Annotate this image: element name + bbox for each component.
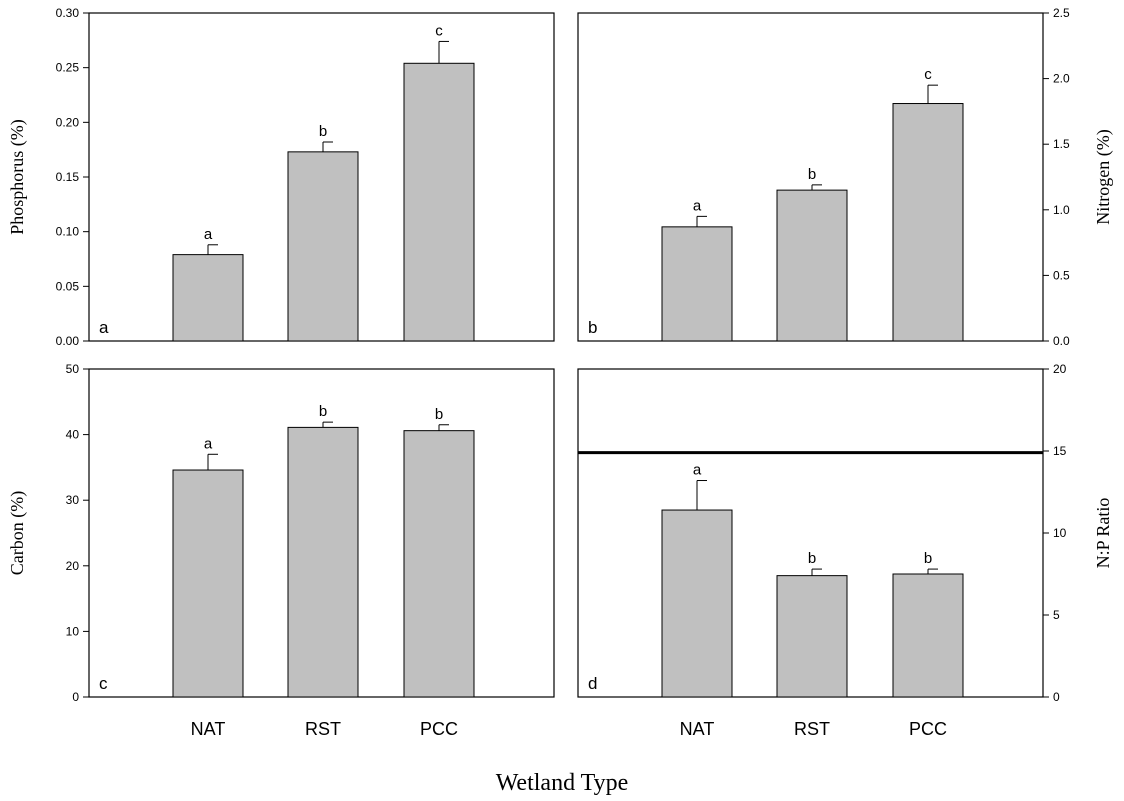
y-tick-label: 40 <box>66 428 80 442</box>
bar-pcc <box>892 573 964 698</box>
y-axis-title: Carbon (%) <box>7 491 28 575</box>
y-tick-label: 20 <box>66 559 80 573</box>
significance-label: a <box>204 226 213 243</box>
significance-label: b <box>808 166 816 183</box>
significance-label: c <box>924 66 932 83</box>
significance-label: a <box>693 197 702 214</box>
y-tick-label: 2.5 <box>1053 6 1070 20</box>
bar-nat <box>172 469 244 698</box>
significance-label: b <box>435 406 443 423</box>
significance-label: b <box>808 550 816 567</box>
y-tick-label: 0 <box>72 690 79 704</box>
y-axis-title: Phosphorus (%) <box>7 119 28 235</box>
y-tick-label: 50 <box>66 362 80 376</box>
x-tick-label: NAT <box>680 719 715 739</box>
y-tick-label: 0.30 <box>56 6 80 20</box>
significance-label: b <box>924 550 932 567</box>
x-tick-label: NAT <box>191 719 226 739</box>
y-tick-label: 2.0 <box>1053 72 1070 86</box>
significance-label: b <box>319 403 327 420</box>
panel-letter: c <box>99 674 108 693</box>
bar-pcc <box>403 62 475 342</box>
panel-letter: b <box>588 318 597 337</box>
y-tick-label: 10 <box>1053 526 1067 540</box>
significance-label: c <box>435 22 443 39</box>
y-tick-label: 0.5 <box>1053 268 1070 282</box>
significance-label: b <box>319 123 327 140</box>
y-tick-label: 0.25 <box>56 61 80 75</box>
panel-letter: d <box>588 674 597 693</box>
bar-pcc <box>892 103 964 342</box>
bar-rst <box>287 151 359 342</box>
y-tick-label: 0.10 <box>56 225 80 239</box>
y-tick-label: 15 <box>1053 444 1067 458</box>
figure-x-axis-title: Wetland Type <box>496 770 629 796</box>
y-tick-label: 1.5 <box>1053 137 1070 151</box>
panel-letter: a <box>99 318 109 337</box>
bar-pcc <box>403 430 475 698</box>
y-tick-label: 0.0 <box>1053 334 1070 348</box>
panel-c: 0 10 20 30 40 50 Carbon (%) a NAT b RST b PCC c <box>7 362 555 739</box>
bar-rst <box>776 189 848 342</box>
y-tick-label: 0.15 <box>56 170 80 184</box>
x-tick-label: RST <box>305 719 341 739</box>
y-tick-label: 1.0 <box>1053 203 1070 217</box>
significance-label: a <box>204 435 213 452</box>
x-tick-label: PCC <box>420 719 458 739</box>
y-axis-title: Nitrogen (%) <box>1093 129 1114 224</box>
y-axis-title: N:P Ratio <box>1093 498 1113 569</box>
y-tick-label: 5 <box>1053 608 1060 622</box>
panel-d: 0 5 10 15 20 N:P Ratio a NAT b RST b PCC d <box>577 362 1113 739</box>
x-tick-label: RST <box>794 719 830 739</box>
panel-a: 0.00 0.05 0.10 0.15 0.20 0.25 0.30 Phosphorus (… <box>7 6 555 348</box>
bar-nat <box>172 254 244 342</box>
y-tick-label: 0.00 <box>56 334 80 348</box>
bar-rst <box>287 426 359 698</box>
panel-b: 0.0 0.5 1.0 1.5 2.0 2.5 Nitrogen (%) a b c b <box>577 6 1114 348</box>
significance-label: a <box>693 462 702 479</box>
bar-nat <box>661 226 733 342</box>
x-tick-label: PCC <box>909 719 947 739</box>
bar-nat <box>661 509 733 698</box>
y-tick-label: 0.05 <box>56 279 80 293</box>
y-tick-label: 10 <box>66 624 80 638</box>
y-tick-label: 30 <box>66 493 80 507</box>
y-tick-label: 0 <box>1053 690 1060 704</box>
bar-rst <box>776 575 848 698</box>
y-tick-label: 0.20 <box>56 115 80 129</box>
y-tick-label: 20 <box>1053 362 1067 376</box>
